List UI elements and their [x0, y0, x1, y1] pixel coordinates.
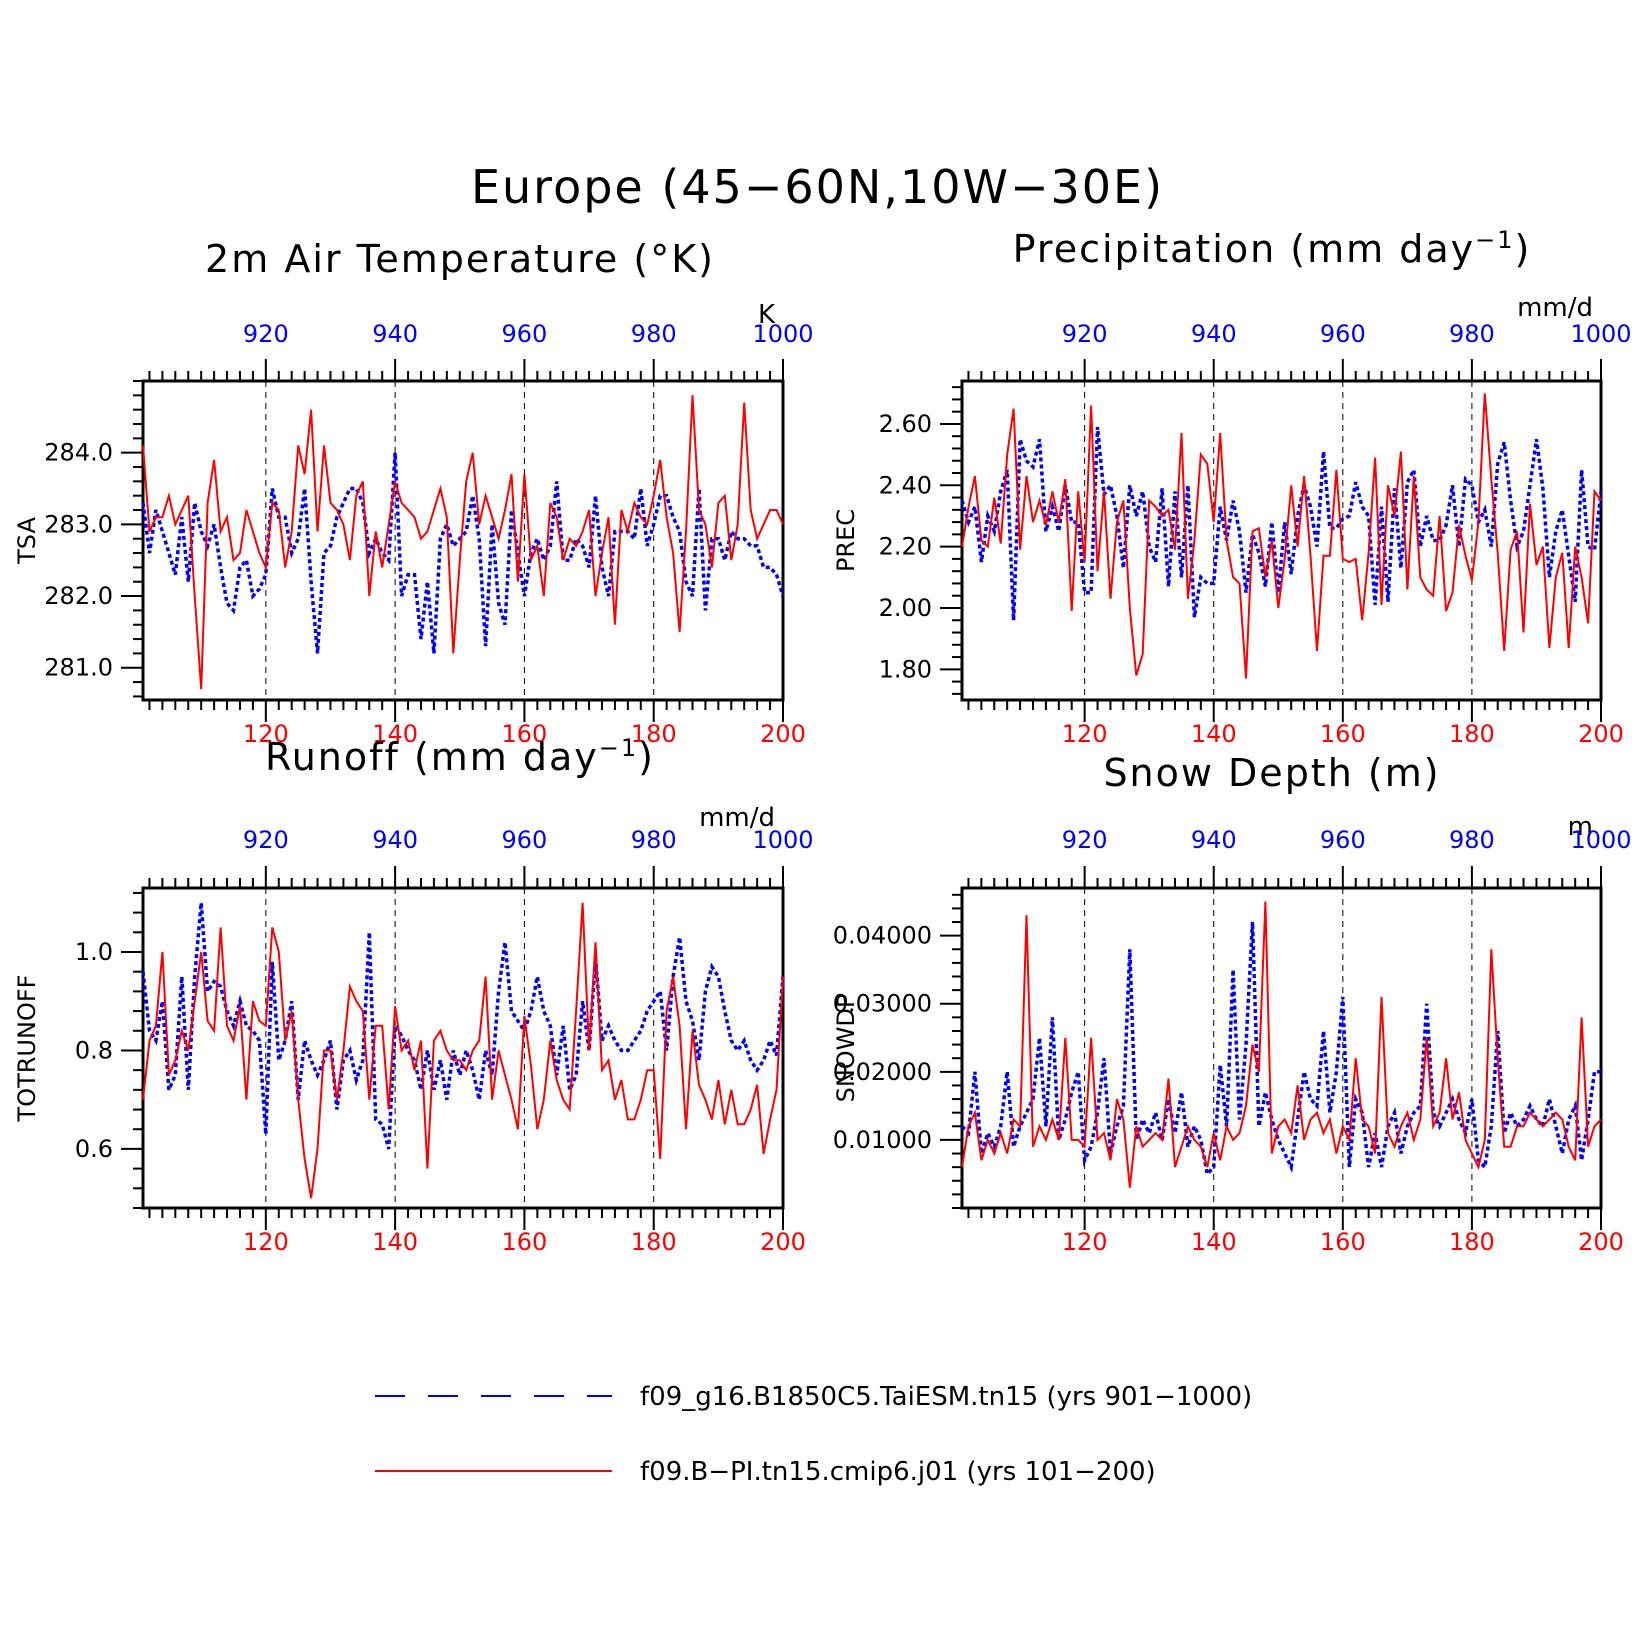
y-tick-label: 282.0 — [44, 582, 113, 610]
x-tick-label-top: 960 — [502, 320, 548, 348]
x-tick-label-bottom: 120 — [243, 1228, 289, 1256]
x-tick-label-bottom: 180 — [631, 720, 677, 748]
y-axis-label: PREC — [832, 509, 860, 572]
panel-title: 2m Air Temperature (°K) — [205, 237, 715, 281]
panel-title: Runoff (mm day−1) — [265, 734, 655, 779]
panel-title: Snow Depth (m) — [1103, 751, 1440, 795]
legend-label: f09_g16.B1850C5.TaiESM.tn15 (yrs 901−100… — [640, 1382, 1252, 1412]
series-line-taiesm — [960, 921, 1601, 1178]
x-tick-label-top: 1000 — [752, 826, 813, 854]
series-line-cmip6 — [961, 393, 1602, 679]
y-tick-label: 283.0 — [44, 510, 113, 538]
x-tick-label-top: 940 — [372, 826, 418, 854]
x-tick-label-bottom: 160 — [1320, 1228, 1366, 1256]
y-tick-label: 1.0 — [75, 938, 113, 966]
units-label: mm/d — [1517, 293, 1593, 323]
x-tick-label-bottom: 140 — [1191, 1228, 1237, 1256]
y-tick-label: 2.00 — [879, 594, 932, 622]
panel-2: Precipitation (mm day−1) mm/d PREC 120 140 16… — [832, 226, 1632, 748]
x-tick-label-bottom: 160 — [502, 720, 548, 748]
x-tick-label-top: 960 — [1320, 320, 1366, 348]
panel-3: Runoff (mm day−1) mm/d TOTRUNOFF 120 140 160 1… — [13, 734, 814, 1256]
x-tick-label-bottom: 160 — [1320, 720, 1366, 748]
x-tick-label-bottom: 140 — [372, 1228, 418, 1256]
y-tick-label: 0.01000 — [833, 1126, 932, 1154]
x-tick-label-top: 980 — [631, 826, 677, 854]
x-tick-label-bottom: 120 — [1062, 720, 1108, 748]
x-tick-label-top: 940 — [1191, 826, 1237, 854]
figure-title: Europe (45−60N,10W−30E) — [470, 160, 1165, 214]
x-tick-label-bottom: 180 — [1449, 1228, 1495, 1256]
x-tick-label-top: 940 — [372, 320, 418, 348]
x-tick-label-top: 920 — [243, 826, 289, 854]
x-tick-label-top: 980 — [1449, 826, 1495, 854]
x-tick-label-top: 1000 — [1570, 320, 1631, 348]
x-tick-label-bottom: 160 — [502, 1228, 548, 1256]
series-line-cmip6 — [142, 395, 784, 690]
panel-title: Precipitation (mm day−1) — [1013, 226, 1532, 271]
y-axis-label: TSA — [13, 517, 41, 565]
x-tick-label-bottom: 180 — [631, 1228, 677, 1256]
legend: f09_g16.B1850C5.TaiESM.tn15 (yrs 901−100… — [375, 1382, 1252, 1487]
series-line-taiesm — [960, 426, 1603, 621]
y-tick-label: 281.0 — [44, 654, 113, 682]
y-tick-label: 0.04000 — [833, 922, 932, 950]
y-tick-label: 0.6 — [75, 1135, 113, 1163]
x-tick-label-top: 960 — [1320, 826, 1366, 854]
x-tick-label-bottom: 200 — [1578, 720, 1624, 748]
y-axis-label: TOTRUNOFF — [13, 975, 41, 1123]
x-tick-label-bottom: 120 — [1062, 1228, 1108, 1256]
plot-frame — [141, 886, 785, 1210]
x-tick-label-top: 1000 — [1570, 826, 1631, 854]
x-tick-label-top: 920 — [243, 320, 289, 348]
y-axis-label: SNOWDP — [832, 994, 860, 1103]
units-label: m — [1568, 812, 1593, 842]
y-tick-label: 284.0 — [44, 439, 113, 467]
series-line-taiesm — [141, 452, 785, 654]
x-tick-label-bottom: 200 — [1578, 1228, 1624, 1256]
x-tick-label-top: 1000 — [752, 320, 813, 348]
x-tick-label-bottom: 200 — [760, 720, 806, 748]
series-line-cmip6 — [961, 901, 1602, 1188]
y-tick-label: 1.80 — [879, 655, 932, 683]
x-tick-label-bottom: 120 — [243, 720, 289, 748]
x-tick-label-top: 980 — [631, 320, 677, 348]
y-tick-label: 2.40 — [879, 471, 932, 499]
x-tick-label-bottom: 200 — [760, 1228, 806, 1256]
series-line-taiesm — [141, 902, 785, 1150]
x-tick-label-bottom: 140 — [372, 720, 418, 748]
x-tick-label-top: 920 — [1062, 320, 1108, 348]
units-label: mm/d — [699, 803, 775, 833]
y-tick-label: 2.60 — [879, 410, 932, 438]
x-tick-label-top: 980 — [1449, 320, 1495, 348]
x-tick-label-top: 960 — [502, 826, 548, 854]
y-tick-label: 2.20 — [879, 533, 932, 561]
panel-4: Snow Depth (m) m SNOWDP 120 140 160 180 200 920 9… — [832, 751, 1632, 1256]
panel-1: 2m Air Temperature (°K) K TSA 120 140 160 180 2… — [13, 237, 814, 748]
x-tick-label-bottom: 180 — [1449, 720, 1495, 748]
y-tick-label: 0.03000 — [833, 990, 932, 1018]
y-tick-label: 0.02000 — [833, 1058, 932, 1086]
y-tick-label: 0.8 — [75, 1036, 113, 1064]
x-tick-label-top: 920 — [1062, 826, 1108, 854]
plot-frame — [141, 379, 785, 702]
x-tick-label-top: 940 — [1191, 320, 1237, 348]
plot-frame — [960, 886, 1603, 1210]
units-label: K — [758, 300, 776, 330]
x-tick-label-bottom: 140 — [1191, 720, 1237, 748]
legend-label: f09.B−PI.tn15.cmip6.j01 (yrs 101−200) — [640, 1457, 1156, 1487]
series-line-cmip6 — [142, 902, 784, 1199]
